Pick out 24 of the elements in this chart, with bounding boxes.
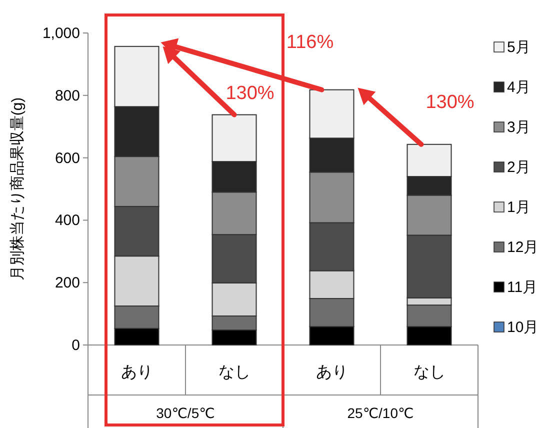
- x-tick-label: なし: [218, 364, 250, 381]
- y-tick-label: 0: [72, 337, 80, 354]
- legend-label: 10月: [507, 319, 539, 336]
- y-tick-label: 400: [54, 212, 80, 230]
- x-tick-label: なし: [413, 364, 446, 381]
- x-tick-label: あり: [316, 364, 348, 381]
- legend-label: 5月: [507, 39, 530, 56]
- annotation: 130%: [426, 92, 474, 113]
- x-tick-label: あり: [120, 364, 153, 381]
- annotation: 130%: [226, 83, 274, 104]
- legend-label: 11月: [507, 279, 538, 296]
- legend-label: 3月: [507, 119, 530, 136]
- text: 25℃/10℃: [347, 405, 414, 421]
- legend-label: 4月: [507, 79, 530, 96]
- y-tick-label: 200: [54, 274, 80, 292]
- y-tick-label: 1,000: [42, 25, 80, 42]
- y-axis-title: 月別株当たり商品果収量(g): [9, 97, 26, 281]
- annotation: 116%: [286, 32, 334, 53]
- legend-label: 12月: [507, 239, 539, 256]
- y-tick-label: 800: [54, 87, 80, 104]
- text: 30℃/5℃: [156, 405, 215, 421]
- legend-label: 2月: [507, 159, 530, 176]
- legend-label: 1月: [507, 199, 530, 216]
- y-tick-label: 600: [54, 150, 80, 167]
